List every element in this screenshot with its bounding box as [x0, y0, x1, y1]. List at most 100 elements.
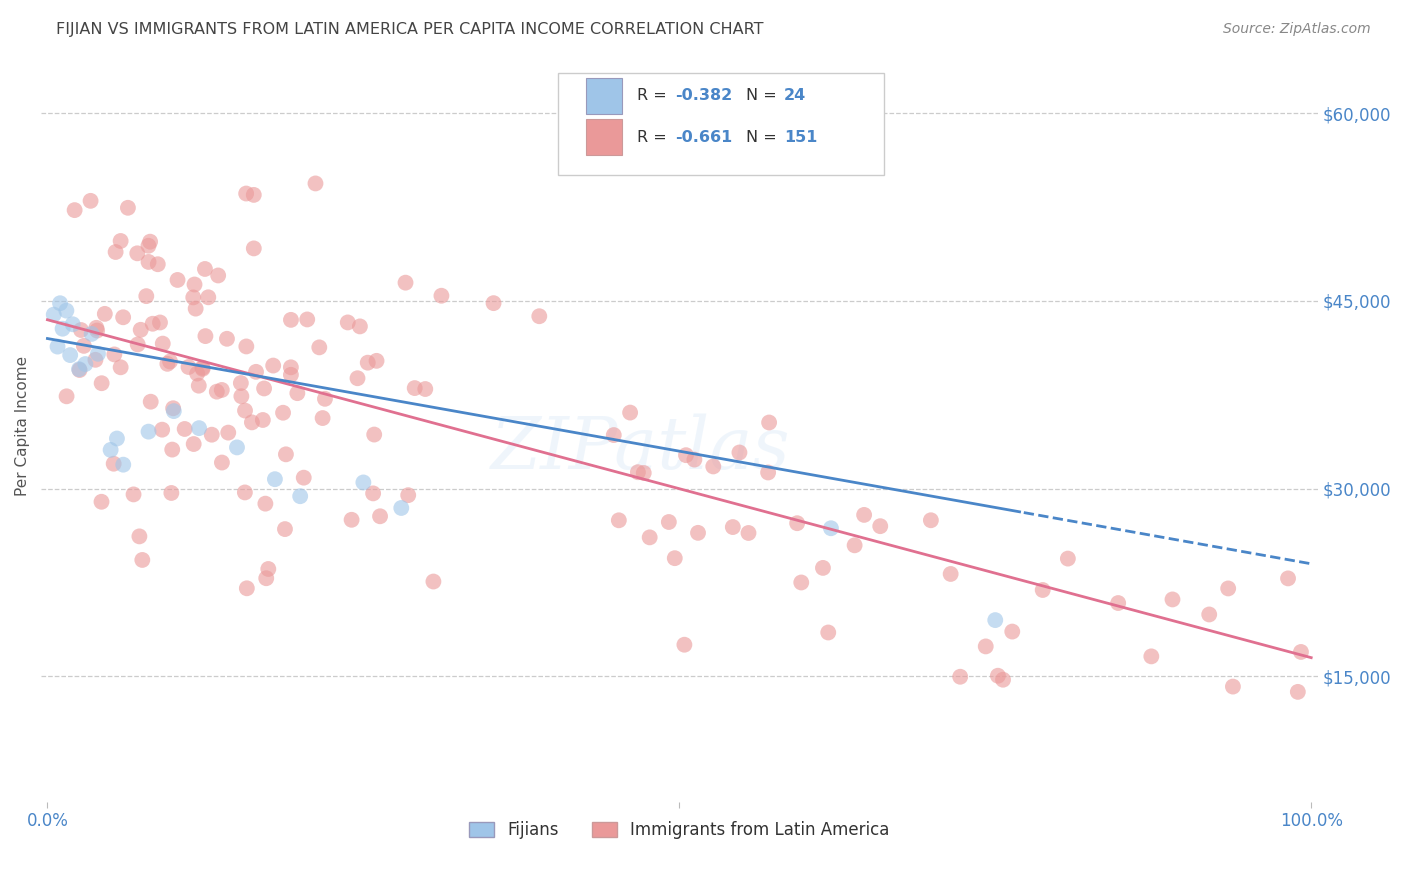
- Point: [94, 307, 117, 321]
- Point: [128, 529, 150, 543]
- Point: [67, 362, 90, 376]
- Point: [215, 332, 238, 346]
- Point: [117, 201, 139, 215]
- Point: [194, 329, 217, 343]
- Point: [253, 381, 276, 395]
- Point: [304, 177, 326, 191]
- Point: [683, 452, 706, 467]
- Point: [280, 313, 302, 327]
- Text: -0.382: -0.382: [675, 88, 733, 103]
- Point: [619, 406, 641, 420]
- Point: [664, 551, 686, 566]
- Point: [790, 575, 813, 590]
- Point: [974, 640, 997, 654]
- Point: [207, 268, 229, 283]
- Point: [633, 466, 655, 480]
- Point: [149, 316, 172, 330]
- Point: [184, 301, 207, 316]
- Point: [166, 273, 188, 287]
- Point: [240, 416, 263, 430]
- Point: [1222, 680, 1244, 694]
- Point: [231, 389, 253, 403]
- Point: [1001, 624, 1024, 639]
- Point: [86, 320, 108, 334]
- Point: [245, 365, 267, 379]
- Point: [811, 561, 834, 575]
- Text: R =: R =: [637, 88, 672, 103]
- Point: [191, 361, 214, 376]
- Point: [52, 322, 75, 336]
- Point: [404, 381, 426, 395]
- Point: [197, 290, 219, 304]
- FancyBboxPatch shape: [558, 73, 883, 175]
- Point: [236, 582, 259, 596]
- Point: [211, 456, 233, 470]
- Point: [69, 363, 91, 377]
- Point: [150, 423, 173, 437]
- Point: [1057, 551, 1080, 566]
- Point: [187, 378, 209, 392]
- Point: [127, 246, 149, 260]
- Legend: Fijians, Immigrants from Latin America: Fijians, Immigrants from Latin America: [463, 814, 897, 846]
- Point: [686, 525, 709, 540]
- Point: [86, 324, 108, 338]
- Point: [991, 673, 1014, 687]
- Point: [217, 425, 239, 440]
- Point: [1277, 571, 1299, 585]
- Point: [308, 340, 330, 354]
- Point: [675, 448, 697, 462]
- Point: [110, 360, 132, 375]
- Point: [75, 357, 97, 371]
- Point: [103, 347, 125, 361]
- Text: 24: 24: [785, 88, 806, 103]
- Point: [160, 442, 183, 457]
- Point: [264, 472, 287, 486]
- Point: [139, 394, 162, 409]
- Point: [177, 359, 200, 374]
- Text: ZIPatlas: ZIPatlas: [491, 413, 790, 484]
- Point: [349, 319, 371, 334]
- Point: [389, 500, 412, 515]
- Point: [233, 403, 256, 417]
- Point: [183, 277, 205, 292]
- Point: [413, 382, 436, 396]
- Point: [90, 376, 112, 391]
- Point: [274, 447, 297, 461]
- Point: [46, 340, 69, 354]
- Point: [702, 459, 724, 474]
- Point: [346, 371, 368, 385]
- Point: [1032, 582, 1054, 597]
- Point: [603, 428, 626, 442]
- Point: [290, 489, 312, 503]
- Point: [274, 522, 297, 536]
- Point: [62, 318, 84, 332]
- Point: [1286, 685, 1309, 699]
- Point: [103, 457, 125, 471]
- Point: [156, 357, 179, 371]
- Point: [869, 519, 891, 533]
- Point: [422, 574, 444, 589]
- Point: [853, 508, 876, 522]
- Point: [79, 194, 101, 208]
- Point: [817, 625, 839, 640]
- Point: [131, 553, 153, 567]
- Point: [194, 262, 217, 277]
- Point: [758, 416, 780, 430]
- Point: [142, 317, 165, 331]
- Point: [186, 367, 208, 381]
- Point: [280, 360, 302, 375]
- Point: [254, 497, 277, 511]
- Point: [127, 337, 149, 351]
- Point: [254, 571, 277, 585]
- Point: [336, 315, 359, 329]
- Point: [314, 392, 336, 406]
- Point: [1289, 645, 1312, 659]
- Point: [297, 312, 319, 326]
- Point: [396, 488, 419, 502]
- Point: [160, 486, 183, 500]
- Point: [87, 347, 110, 361]
- Point: [229, 376, 252, 390]
- Point: [242, 187, 264, 202]
- Point: [63, 203, 86, 218]
- Point: [129, 323, 152, 337]
